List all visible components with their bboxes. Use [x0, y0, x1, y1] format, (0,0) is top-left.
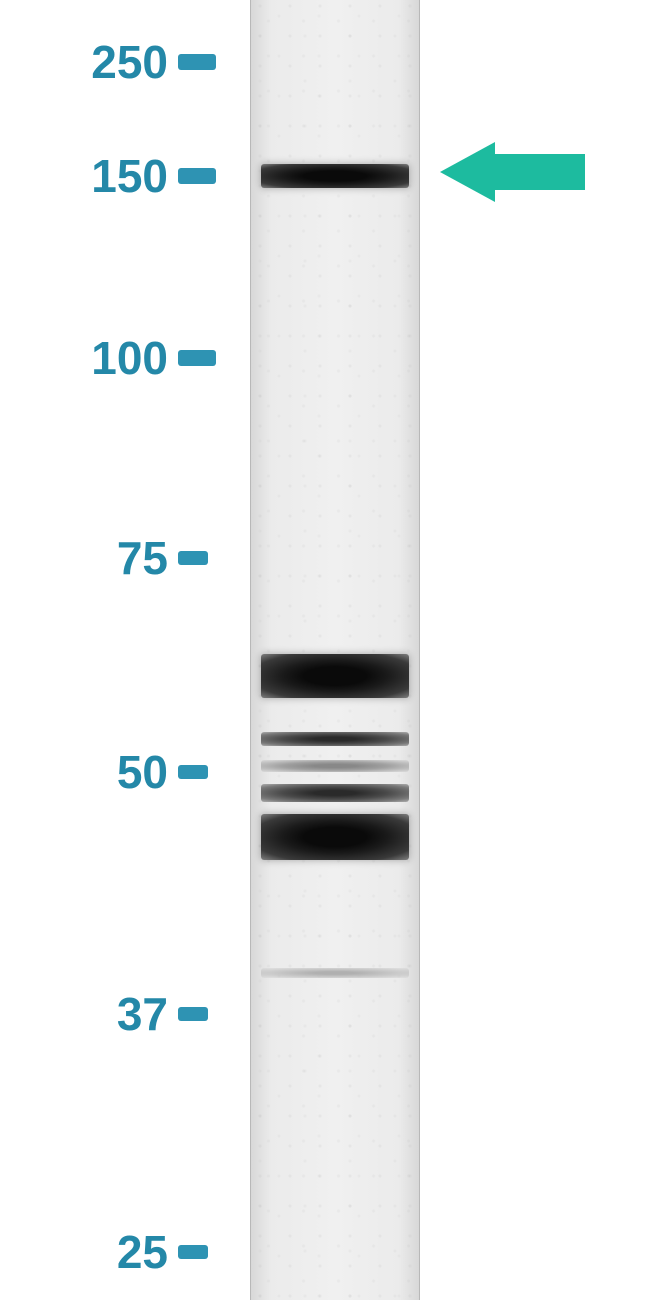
western-blot: 250 150 100 75 50 37 25 — [0, 0, 650, 1300]
mw-marker-label: 75 — [0, 531, 168, 585]
mw-marker-label: 37 — [0, 987, 168, 1041]
mw-marker-tick — [178, 168, 216, 184]
mw-marker-tick — [178, 765, 208, 779]
mw-marker-tick — [178, 54, 216, 70]
protein-band — [261, 732, 409, 746]
arrow-shaft — [495, 154, 585, 190]
mw-marker-label: 150 — [0, 149, 168, 203]
arrow-head-icon — [440, 142, 495, 202]
protein-band — [261, 784, 409, 802]
gel-lane — [250, 0, 420, 1300]
mw-marker-tick — [178, 551, 208, 565]
mw-marker-label: 100 — [0, 331, 168, 385]
protein-band — [261, 814, 409, 860]
protein-band — [261, 760, 409, 772]
mw-marker-tick — [178, 350, 216, 366]
mw-marker-label: 50 — [0, 745, 168, 799]
protein-band — [261, 654, 409, 698]
protein-band — [261, 164, 409, 188]
lane-texture — [251, 0, 419, 1300]
mw-marker-tick — [178, 1007, 208, 1021]
mw-marker-tick — [178, 1245, 208, 1259]
protein-band — [261, 968, 409, 978]
mw-marker-label: 25 — [0, 1225, 168, 1279]
mw-marker-label: 250 — [0, 35, 168, 89]
